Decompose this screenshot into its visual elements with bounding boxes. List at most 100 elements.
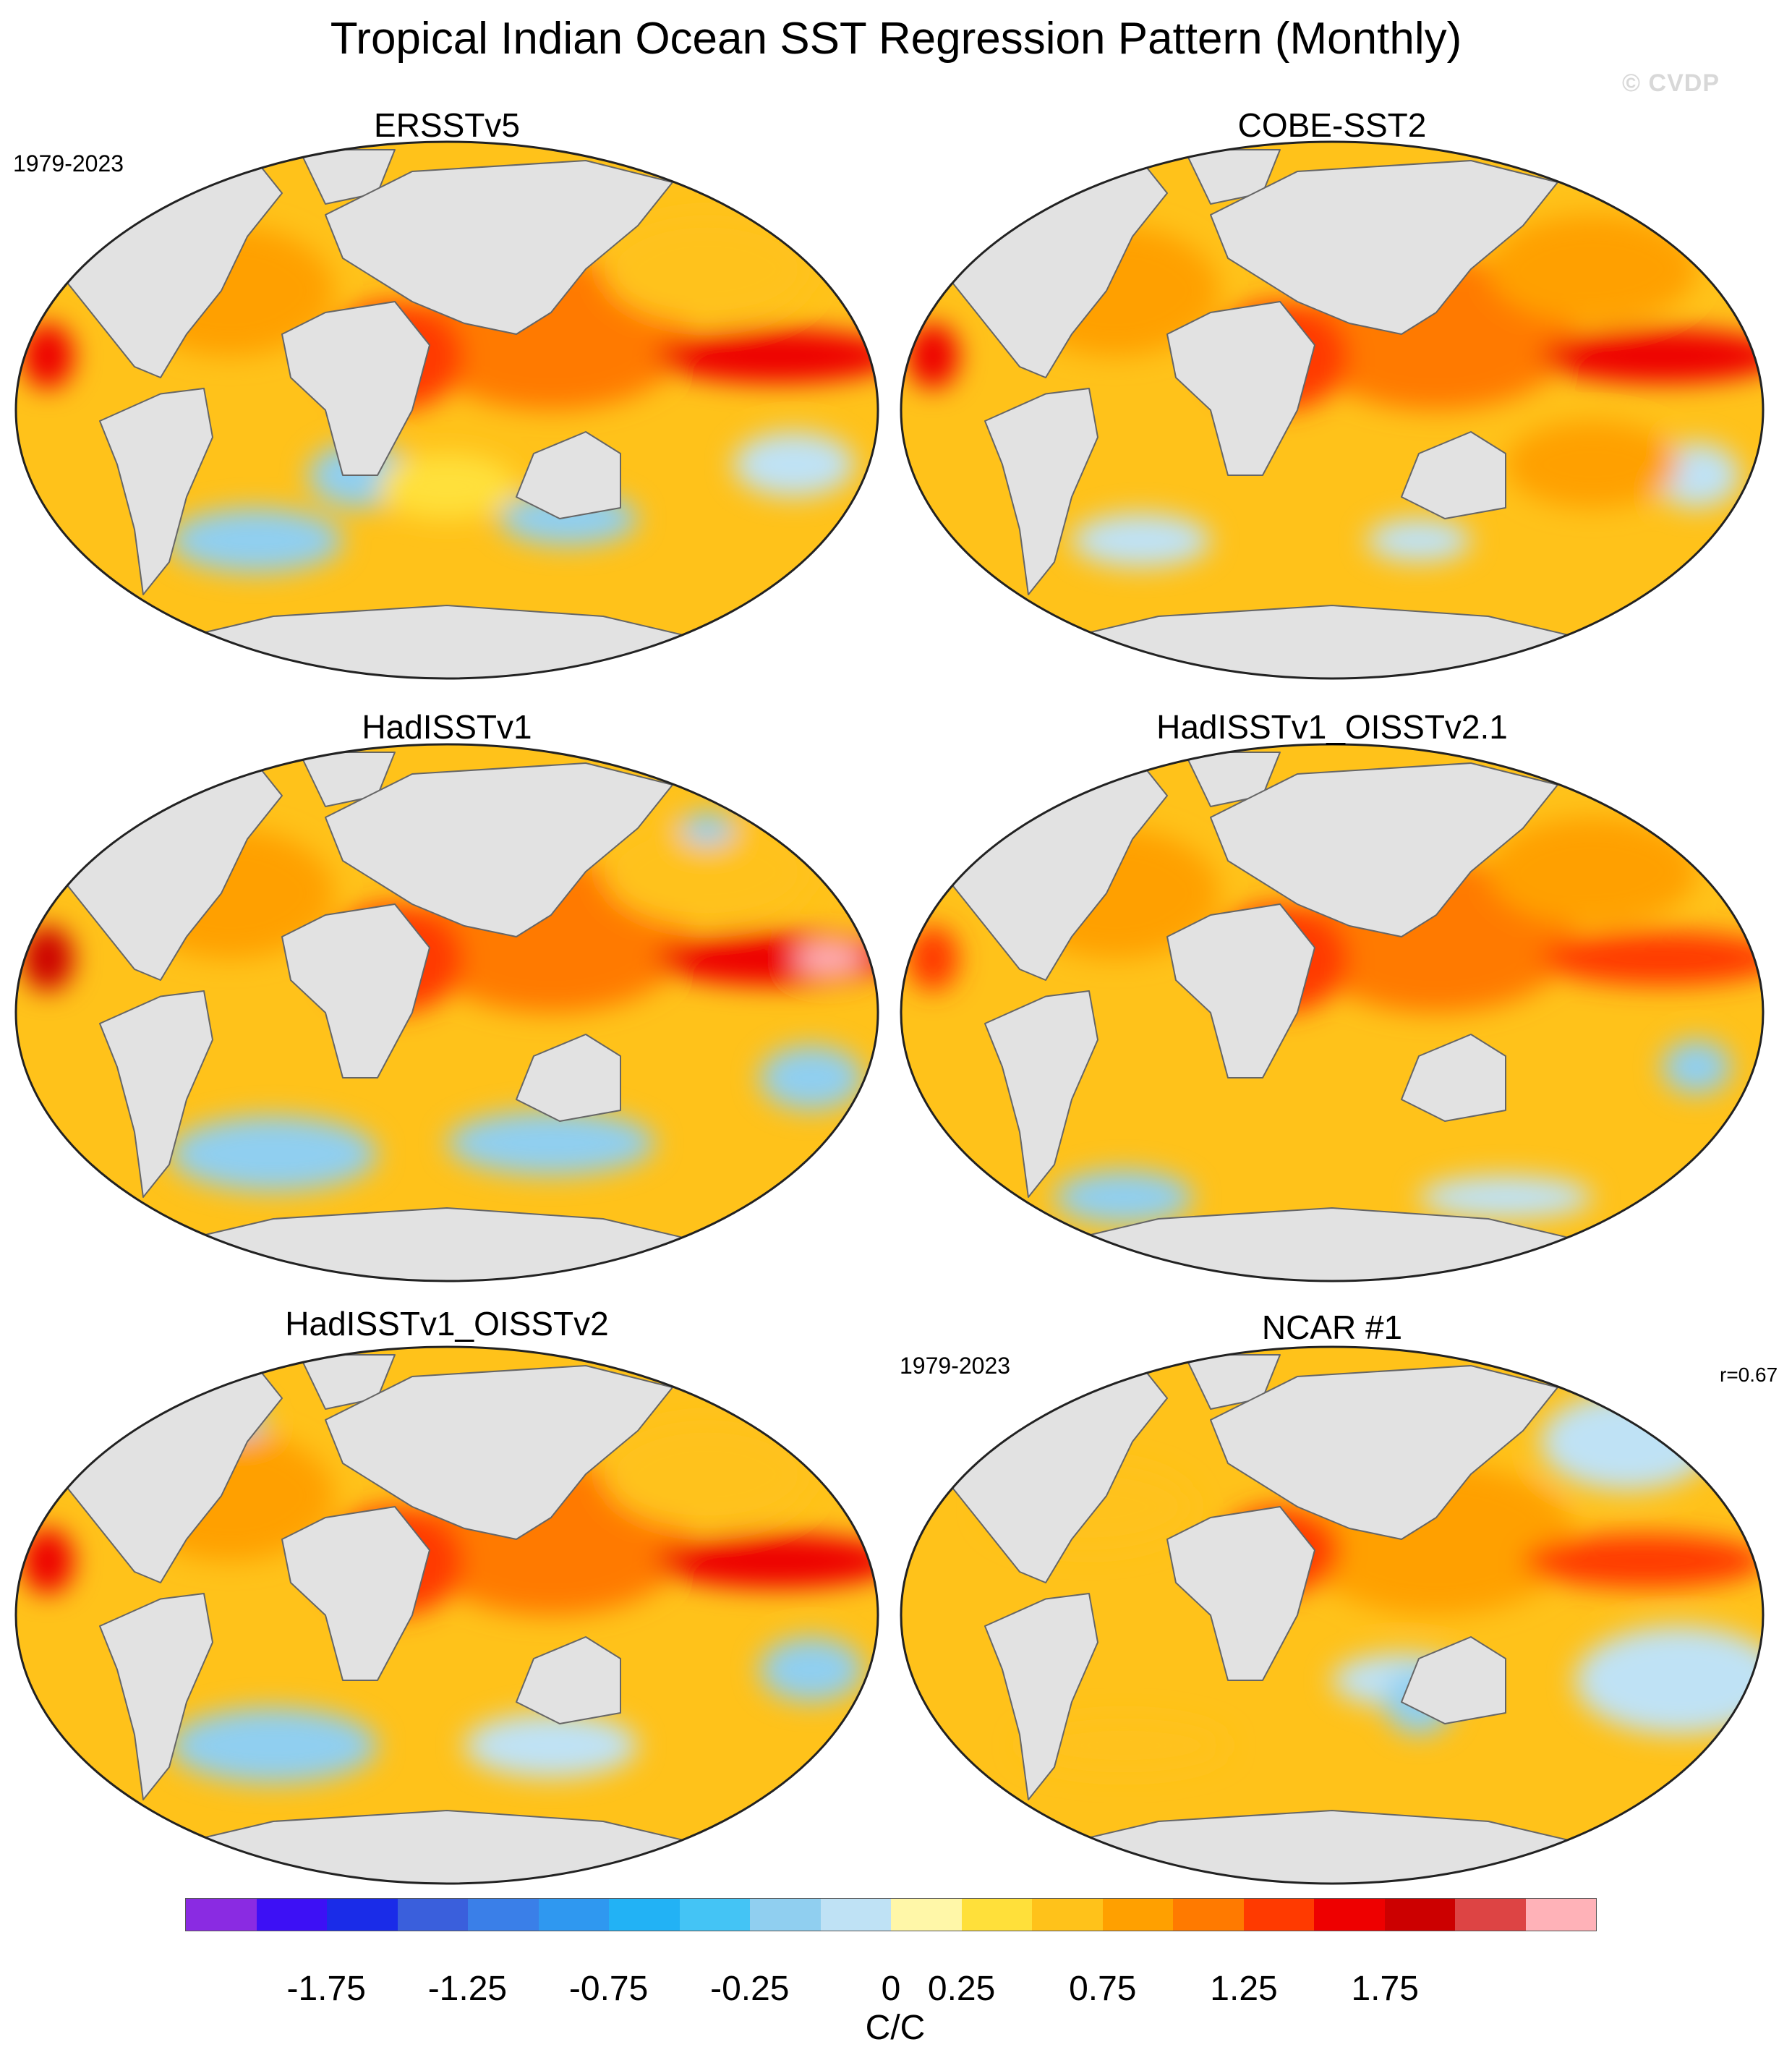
world-map-1 [14, 140, 879, 680]
sst-anomaly-region [377, 454, 516, 519]
colorbar-swatch [327, 1899, 398, 1931]
colorbar-swatch [891, 1899, 962, 1931]
sst-anomaly-region [603, 817, 811, 926]
panel-period: 1979-2023 [900, 1353, 1011, 1379]
sst-anomaly-region [1662, 1039, 1731, 1094]
colorbar-swatch [1102, 1899, 1173, 1931]
sst-anomaly-region [1506, 421, 1679, 508]
land-africa [281, 1506, 430, 1681]
colorbar-swatch [1455, 1899, 1526, 1931]
land-australia [516, 1034, 621, 1122]
land-australia [1401, 1034, 1506, 1122]
colorbar-swatch [961, 1899, 1032, 1931]
panel-title: HadISSTv1_OISSTv2.1 [1156, 708, 1508, 746]
land-australia [1401, 431, 1506, 519]
land-africa [281, 903, 430, 1078]
world-map-3 [14, 743, 879, 1282]
sst-anomaly-region [907, 323, 959, 388]
map-border [900, 743, 1765, 1282]
land-eurasia [1210, 160, 1558, 335]
colorbar-tick-label: 0.75 [1069, 1970, 1137, 2008]
colorbar-tick-label: 1.75 [1351, 1970, 1419, 2008]
sst-anomaly-region [22, 1528, 74, 1594]
sst-anomaly-region [447, 1110, 655, 1175]
colorbar-swatch [256, 1899, 327, 1931]
sst-anomaly-region [1523, 1533, 1763, 1588]
colorbar-swatch [609, 1899, 680, 1931]
sst-anomaly-region [681, 812, 733, 845]
pattern-correlation: r=0.67 [1720, 1363, 1778, 1386]
land-africa [1166, 1506, 1315, 1681]
land-south-america [99, 388, 213, 595]
sst-anomaly-region [1540, 931, 1763, 986]
sst-anomaly-region [1020, 1718, 1228, 1773]
sst-anomaly-region [603, 215, 811, 323]
colorbar-tick-label: -1.75 [286, 1970, 366, 2008]
land-south-america [984, 388, 1098, 595]
land-south-america [984, 990, 1098, 1198]
sst-anomaly-region [169, 508, 343, 573]
panel-title: HadISSTv1_OISSTv2 [285, 1305, 609, 1343]
map-border [14, 140, 879, 680]
colorbar-swatch [538, 1899, 609, 1931]
sst-anomaly-region [22, 323, 74, 388]
map-border [14, 743, 879, 1282]
colorbar-tick-label: -0.75 [568, 1970, 649, 2008]
panel-title: COBE-SST2 [1237, 106, 1427, 144]
colorbar-swatch [750, 1899, 821, 1931]
sst-anomaly-region [655, 328, 878, 383]
colorbar-swatch [1173, 1899, 1244, 1931]
figure-title: Tropical Indian Ocean SST Regression Pat… [330, 14, 1462, 64]
map-border [900, 140, 1765, 680]
land-eurasia [325, 762, 673, 937]
land-africa [281, 301, 430, 476]
land-eurasia [325, 160, 673, 335]
land-africa [1166, 903, 1315, 1078]
sst-anomaly-region [1540, 1392, 1714, 1491]
colorbar [185, 1898, 1597, 1931]
sst-anomaly-region [1419, 1175, 1592, 1219]
colorbar-swatch [679, 1899, 750, 1931]
land-australia [1401, 1636, 1506, 1724]
sst-anomaly-region [733, 432, 855, 497]
colorbar-swatch [397, 1899, 468, 1931]
sst-anomaly-region [907, 926, 959, 991]
map-border [900, 1345, 1765, 1885]
colorbar-swatch [186, 1899, 257, 1931]
land-eurasia [1210, 762, 1558, 937]
colorbar-tick-label: 0.25 [927, 1970, 996, 2008]
colorbar-tick-label: 0 [881, 1970, 901, 2008]
colorbar-swatch [1384, 1899, 1455, 1931]
colorbar-tick-label: -0.25 [710, 1970, 790, 2008]
sst-anomaly-region [169, 1707, 377, 1784]
colorbar-swatch [820, 1899, 891, 1931]
map-border [14, 1345, 879, 1885]
land-eurasia [325, 1365, 673, 1540]
world-map-6 [900, 1345, 1765, 1885]
sst-anomaly-region [464, 1713, 638, 1778]
sst-anomaly-region [169, 1115, 377, 1192]
sst-anomaly-region [1488, 817, 1697, 926]
colorbar-swatch [1314, 1899, 1385, 1931]
sst-anomaly-region [759, 1045, 863, 1110]
colorbar-swatch [1243, 1899, 1314, 1931]
colorbar-swatch [1525, 1899, 1596, 1931]
land-eurasia [1210, 1365, 1558, 1540]
panel-title: HadISSTv1 [362, 708, 532, 746]
colorbar-swatch [1032, 1899, 1103, 1931]
colorbar-swatch [468, 1899, 539, 1931]
world-map-5 [14, 1345, 879, 1885]
cvdp-watermark: © CVDP [1622, 69, 1720, 97]
land-south-america [984, 1593, 1098, 1800]
land-australia [516, 431, 621, 519]
sst-anomaly-region [603, 1420, 811, 1528]
panel-title: NCAR #1 [1261, 1309, 1403, 1346]
panel-period: 1979-2023 [13, 150, 124, 176]
sst-anomaly-region [22, 926, 74, 991]
land-australia [516, 1636, 621, 1724]
sst-anomaly-region [759, 1637, 863, 1702]
sst-anomaly-region [1540, 328, 1763, 383]
colorbar-units: C/C [865, 2009, 926, 2047]
sst-anomaly-region [1072, 513, 1211, 568]
colorbar-tick-label: -1.25 [427, 1970, 508, 2008]
